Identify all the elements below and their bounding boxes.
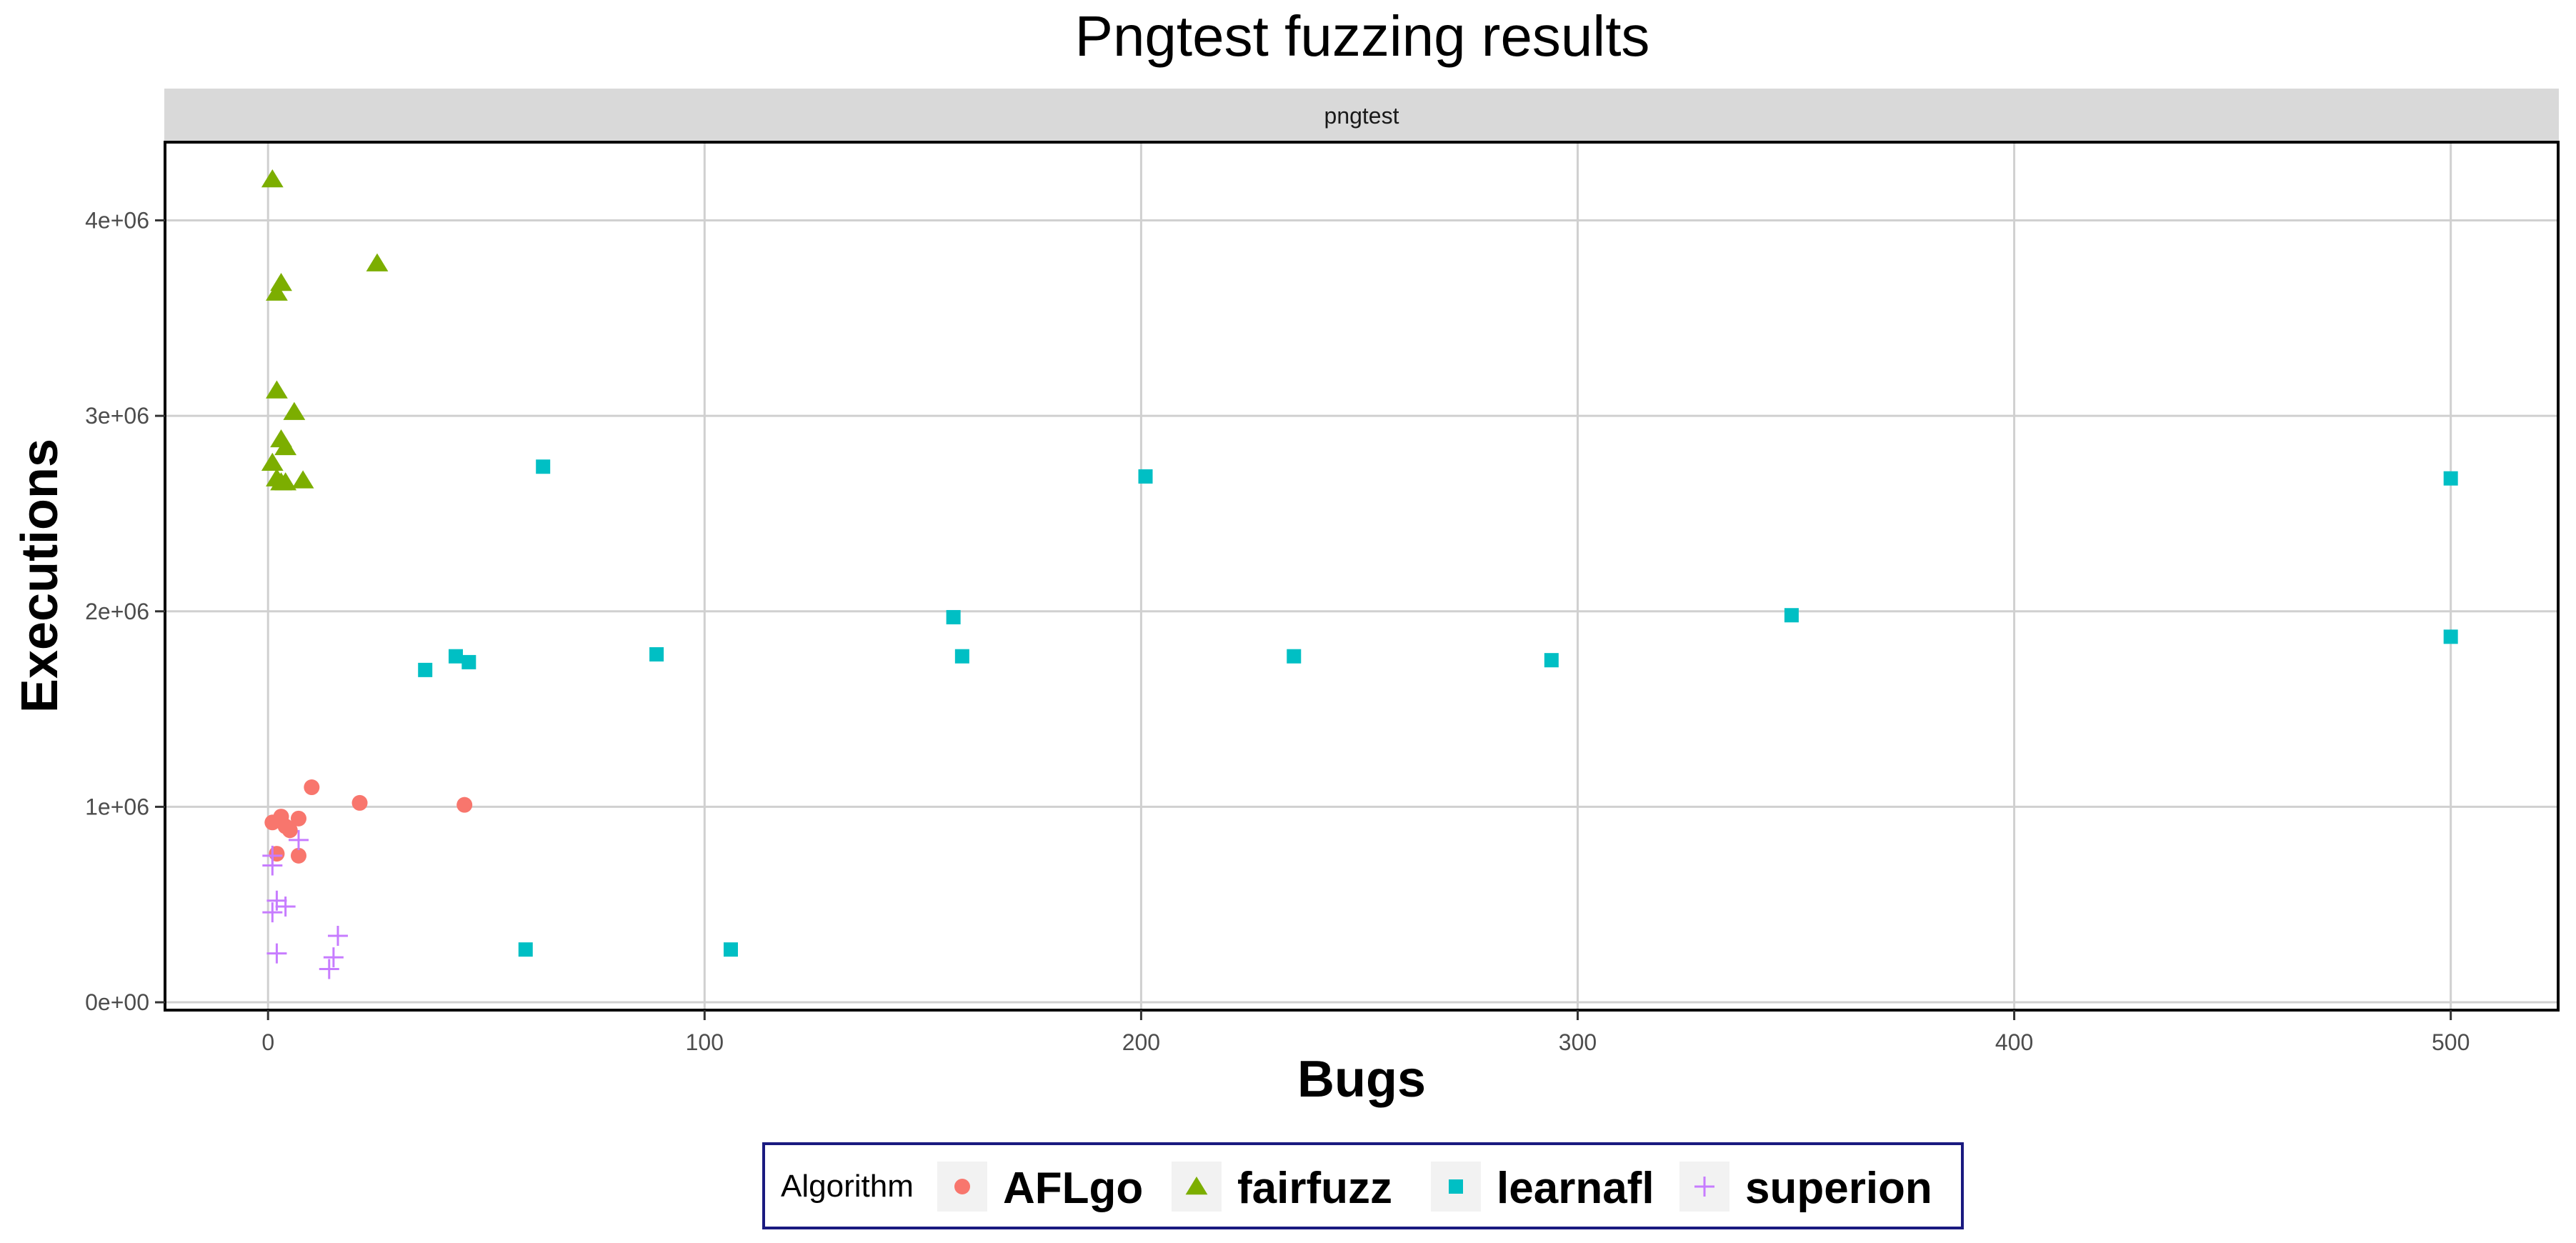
point-learnafl — [536, 459, 551, 474]
point-aflgo — [456, 797, 473, 813]
point-fairfuzz — [291, 470, 314, 489]
legend-marker-learnafl — [1449, 1179, 1463, 1194]
point-fairfuzz — [266, 380, 288, 399]
point-fairfuzz — [266, 282, 288, 301]
legend-title: Algorithm — [781, 1169, 914, 1204]
y-tick-label: 0e+00 — [85, 989, 149, 1015]
data-points — [261, 169, 2458, 979]
point-learnafl — [1287, 649, 1302, 664]
facet-label: pngtest — [1324, 103, 1399, 129]
legend-label-superion: superion — [1745, 1164, 1932, 1213]
point-superion — [262, 902, 283, 923]
y-tick-label: 2e+06 — [85, 599, 149, 624]
point-learnafl — [946, 609, 961, 624]
point-learnafl — [2443, 471, 2458, 486]
point-fairfuzz — [366, 253, 389, 271]
panel-border — [164, 141, 2560, 1012]
chart-title: Pngtest fuzzing results — [1075, 4, 1650, 68]
point-learnafl — [518, 942, 533, 957]
legend-marker-aflgo — [954, 1179, 970, 1194]
legend-label-learnafl: learnafl — [1497, 1164, 1654, 1213]
y-tick-label: 4e+06 — [85, 207, 149, 233]
point-learnafl — [1784, 608, 1799, 623]
point-superion — [275, 896, 296, 917]
point-superion — [262, 845, 283, 866]
point-aflgo — [304, 779, 320, 796]
plot-panel — [165, 142, 2558, 1010]
point-fairfuzz — [274, 472, 297, 491]
legend: Algorithm AFLgo fairfuzz learnafl superion — [762, 1142, 1964, 1229]
point-aflgo — [290, 810, 306, 827]
x-tick-label: 100 — [686, 1029, 724, 1055]
legend-marker-superion — [1694, 1177, 1714, 1197]
x-tick-label: 0 — [261, 1029, 274, 1055]
legend-label-aflgo: AFLgo — [1003, 1164, 1143, 1213]
x-axis-label: Bugs — [1297, 1051, 1426, 1108]
point-learnafl — [649, 647, 664, 662]
point-learnafl — [2443, 629, 2458, 644]
point-learnafl — [954, 649, 969, 664]
point-aflgo — [281, 822, 298, 839]
point-superion — [266, 943, 287, 964]
point-superion — [319, 959, 339, 979]
point-learnafl — [1544, 653, 1559, 668]
point-fairfuzz — [270, 273, 292, 291]
point-superion — [288, 829, 309, 850]
x-tick-label: 500 — [2432, 1029, 2470, 1055]
series-superion — [262, 829, 348, 979]
grid-lines — [165, 142, 2558, 1010]
point-aflgo — [351, 794, 368, 811]
point-fairfuzz — [283, 401, 306, 420]
point-superion — [327, 926, 348, 947]
point-fairfuzz — [261, 169, 284, 188]
x-tick-label: 400 — [1995, 1029, 2033, 1055]
y-tick-label: 1e+06 — [85, 794, 149, 819]
legend-items: AFLgo fairfuzz learnafl superion — [937, 1162, 1932, 1213]
point-aflgo — [269, 846, 285, 862]
point-aflgo — [290, 847, 306, 864]
point-fairfuzz — [261, 452, 284, 471]
point-learnafl — [461, 654, 476, 669]
point-fairfuzz — [274, 436, 297, 456]
series-fairfuzz — [261, 169, 389, 491]
point-learnafl — [448, 649, 463, 664]
y-axis-label: Executions — [11, 439, 69, 713]
y-tick-label: 3e+06 — [85, 403, 149, 429]
x-tick-label: 300 — [1559, 1029, 1597, 1055]
series-learnafl — [418, 459, 2458, 957]
point-learnafl — [1138, 469, 1153, 484]
point-learnafl — [723, 942, 738, 957]
point-learnafl — [418, 662, 433, 677]
x-axis-ticks: 0 100 200 300 400 500 — [261, 1010, 2470, 1055]
point-superion — [323, 947, 344, 968]
y-axis-ticks: 0e+00 1e+06 2e+06 3e+06 4e+06 — [85, 207, 165, 1015]
legend-label-fairfuzz: fairfuzz — [1237, 1164, 1392, 1213]
series-aflgo — [264, 779, 473, 864]
x-tick-label: 200 — [1122, 1029, 1160, 1055]
facet-strip — [164, 89, 2559, 141]
legend-marker-fairfuzz — [1185, 1177, 1208, 1195]
